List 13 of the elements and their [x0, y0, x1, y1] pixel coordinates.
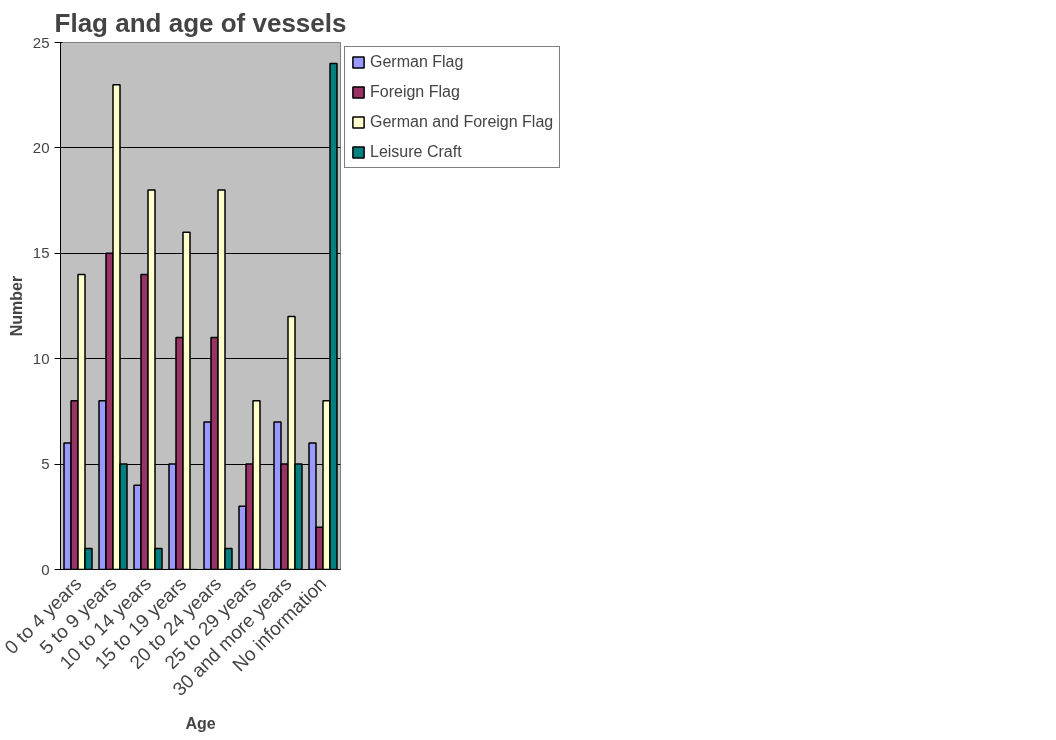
y-tick-label: 20: [32, 138, 50, 156]
legend-label: Foreign Flag: [370, 83, 460, 101]
y-tick-label: 0: [41, 560, 50, 578]
y-axis-title: Number: [7, 275, 25, 337]
y-tick-label: 25: [32, 33, 50, 51]
legend-label: German and Foreign Flag: [370, 113, 554, 131]
x-axis-title: Age: [185, 715, 216, 733]
y-tick-label: 10: [32, 349, 50, 367]
chart-title: Flag and age of vessels: [54, 7, 347, 38]
y-tick-label: 5: [41, 455, 50, 473]
legend-label: German Flag: [370, 53, 464, 71]
legend-label: Leisure Craft: [370, 143, 462, 161]
y-tick-label: 15: [32, 244, 50, 262]
